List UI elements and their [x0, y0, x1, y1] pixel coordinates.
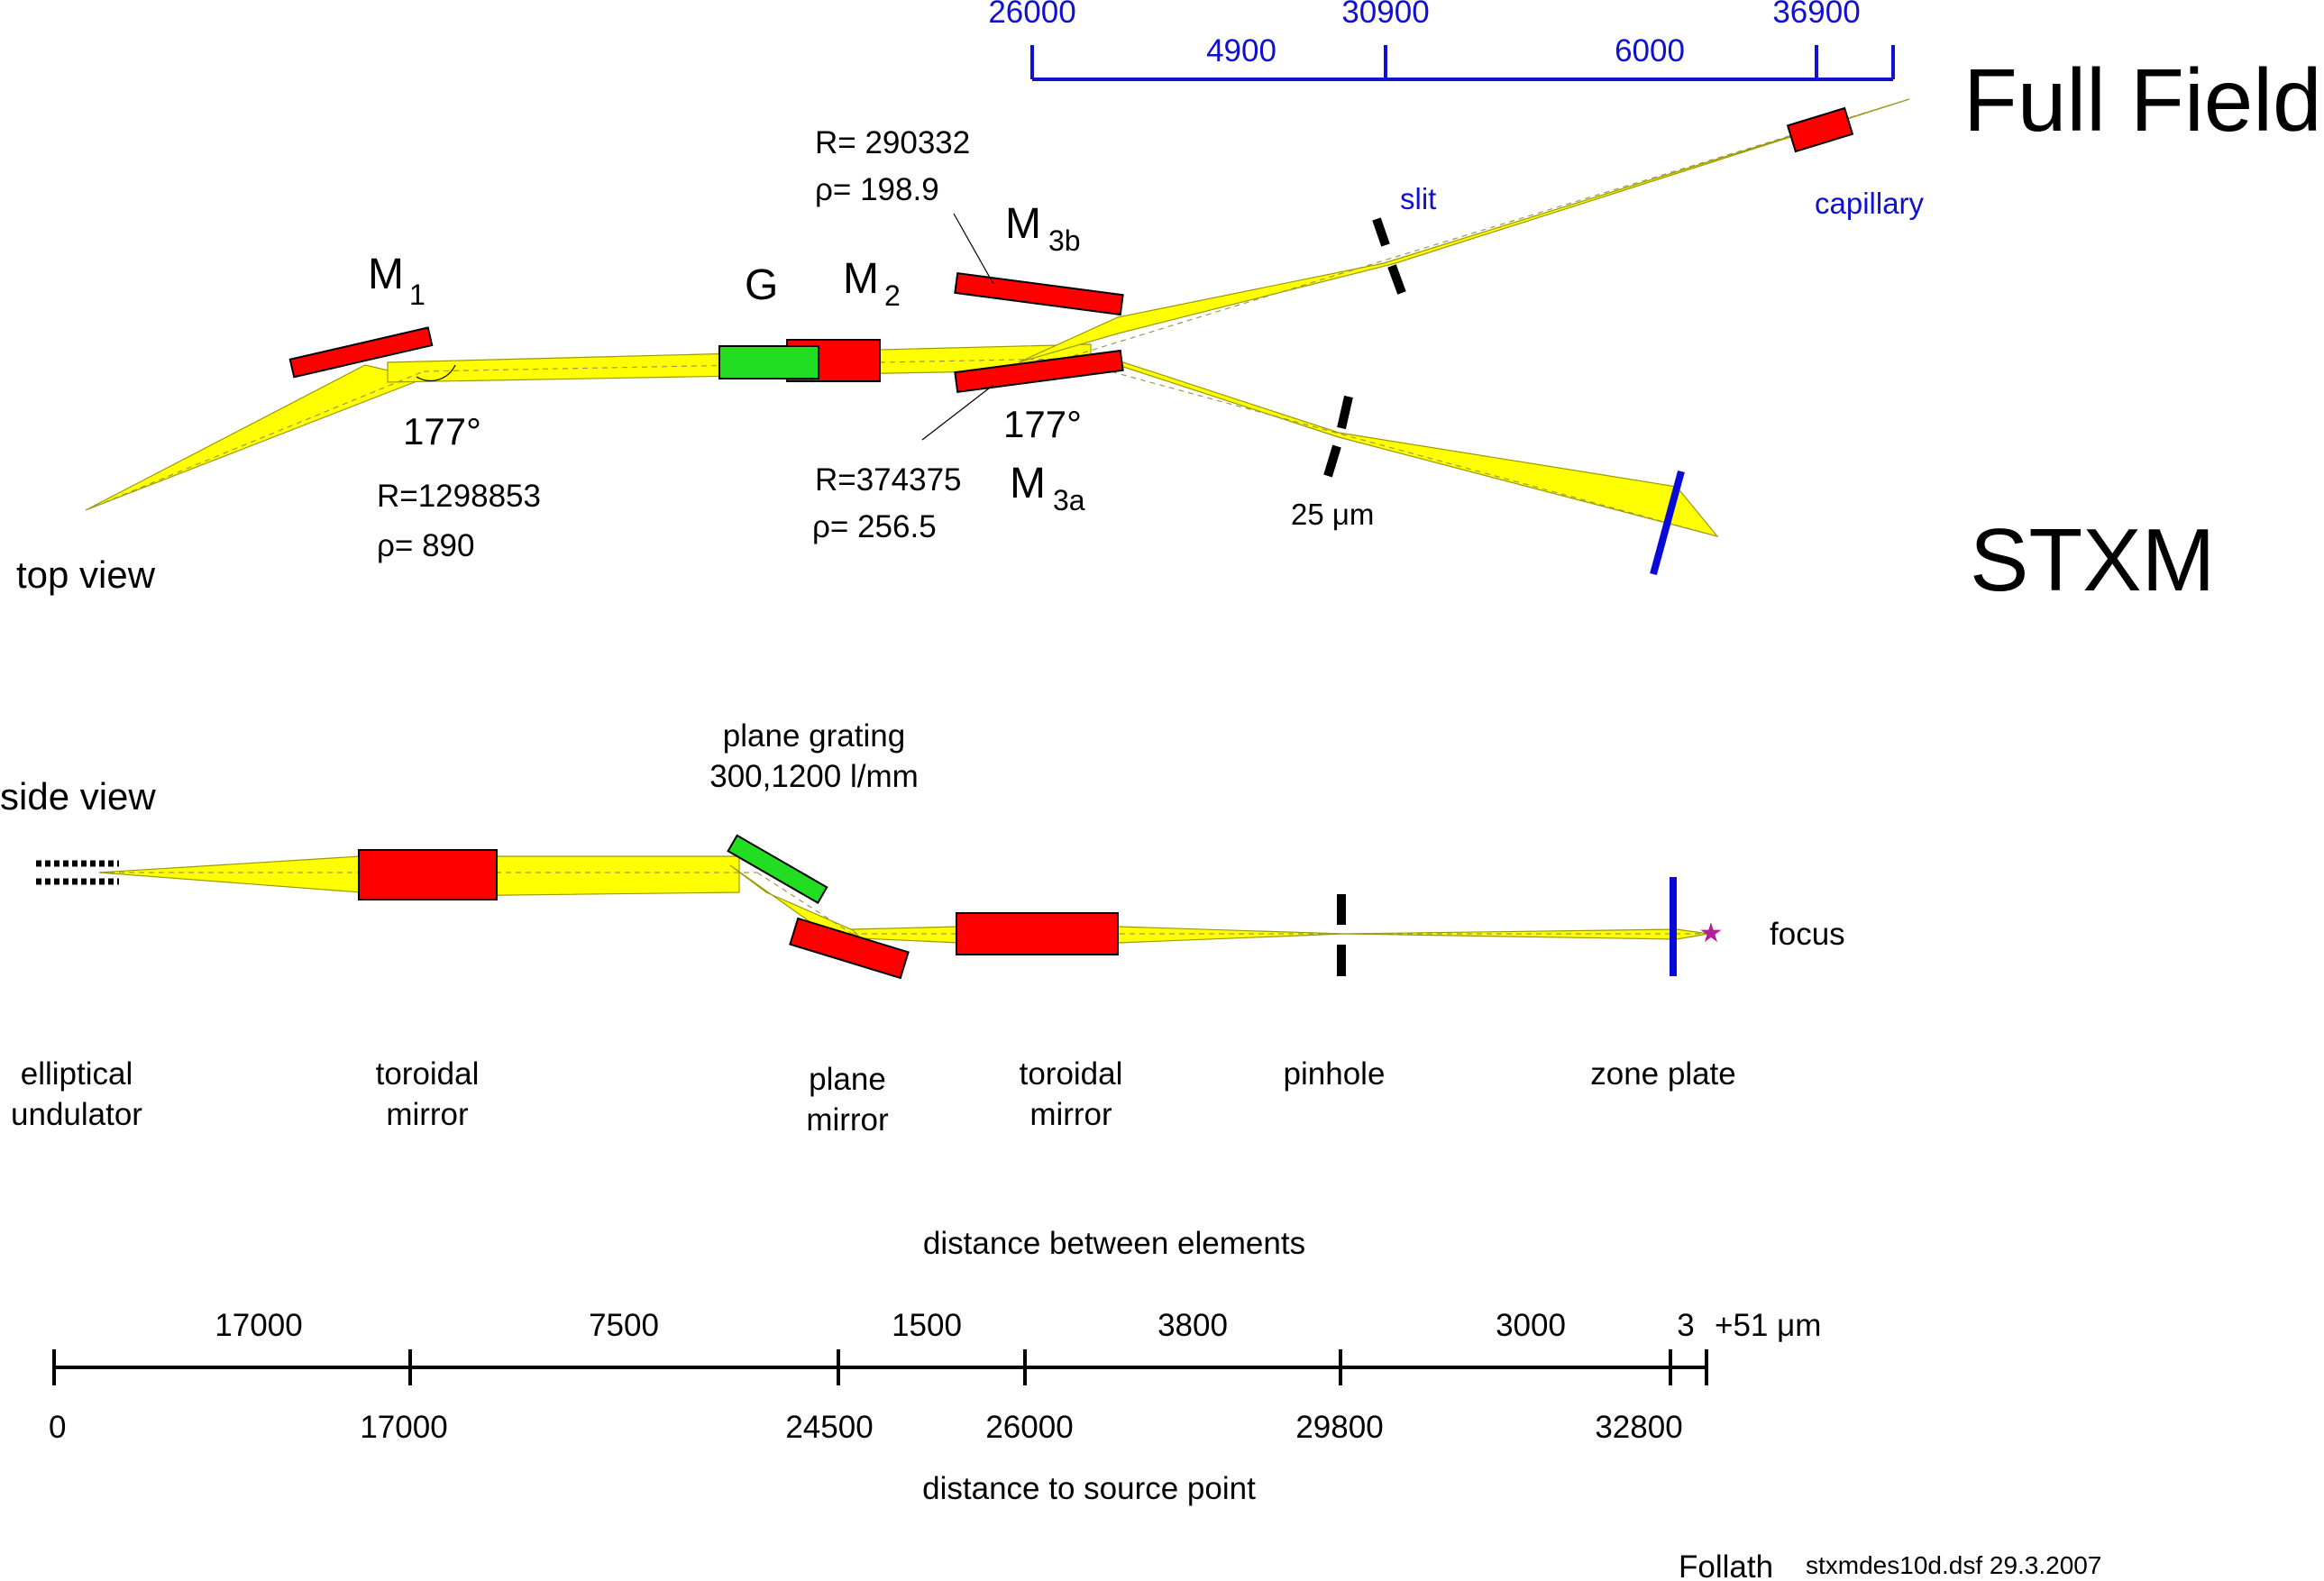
label-toroidal-mirror-2-1: toroidal: [1020, 1056, 1123, 1092]
zone-plate-top: [1650, 470, 1685, 576]
m1-radius: R=1298853: [377, 479, 541, 514]
side-view: side view ★ plane grating 300,1200 l/mm …: [0, 718, 1845, 1138]
distance-scale: distance between elements 17000 7500 150…: [49, 1226, 1821, 1506]
grating-g-top: [718, 345, 819, 379]
segment-3800: 3800: [1157, 1308, 1228, 1343]
slit-lower-bar: [1387, 264, 1406, 295]
full-field-title: Full Field: [1963, 50, 2322, 150]
label-plane-mirror-1: plane: [809, 1062, 886, 1097]
position-0: 0: [49, 1410, 66, 1445]
label-toroidal-mirror-1-2: mirror: [386, 1097, 469, 1132]
m3a-radius: R=374375: [815, 462, 962, 498]
label-toroidal-mirror-2-2: mirror: [1029, 1097, 1112, 1132]
segment-7500: 7500: [589, 1308, 659, 1343]
top-view-label: top view: [16, 553, 156, 596]
m3a-rho: ρ= 256.5: [812, 509, 937, 544]
grating-g-label: G: [745, 261, 778, 309]
label-elliptical-undulator-2: undulator: [11, 1097, 142, 1132]
full-field-scale: 26000 30900 36900 4900 6000: [988, 0, 1895, 81]
m3a-angle: 177°: [1003, 403, 1082, 445]
label-pinhole: pinhole: [1284, 1056, 1386, 1092]
position-32800: 32800: [1595, 1410, 1682, 1445]
m3b-radius: R= 290332: [815, 125, 970, 160]
m1-rho: ρ= 890: [377, 528, 474, 563]
mirror-m3a-top: [954, 349, 1124, 394]
stxm-title: STXM: [1970, 510, 2215, 609]
segment-1500: 1500: [892, 1308, 962, 1343]
pinhole-lower-bar: [1323, 444, 1341, 478]
position-29800: 29800: [1295, 1410, 1383, 1445]
side-plane-grating: [727, 834, 828, 905]
beam-stxm: [1036, 360, 1719, 538]
footer-author: Follath: [1679, 1549, 1773, 1581]
distance-between-title: distance between elements: [923, 1226, 1305, 1261]
m3b-rho: ρ= 198.9: [815, 172, 939, 207]
mirror-m3b-top: [954, 271, 1124, 316]
beam-full-field: [1018, 98, 1910, 363]
ff-position-30900: 30900: [1341, 0, 1429, 30]
side-plane-mirror: [789, 917, 910, 980]
segment-17000: 17000: [215, 1308, 302, 1343]
capillary-label: capillary: [1815, 187, 1925, 220]
grating-spec: 300,1200 l/mm: [709, 759, 919, 794]
ff-position-36900: 36900: [1772, 0, 1860, 30]
label-zone-plate: zone plate: [1590, 1056, 1736, 1092]
pinhole-upper-bar: [1337, 395, 1353, 430]
mirror-m1-top: [288, 326, 434, 379]
m3a-label: M 3a: [1010, 460, 1085, 516]
segment-3: 3: [1677, 1308, 1694, 1343]
beam-source-to-m1: [85, 364, 426, 511]
ff-segment-4900: 4900: [1206, 33, 1276, 69]
m1-angle: 177°: [403, 410, 481, 452]
grating-title: plane grating: [723, 718, 905, 754]
side-toroidal-mirror-2: [956, 912, 1119, 955]
side-view-label: side view: [0, 775, 156, 818]
position-24500: 24500: [785, 1410, 873, 1445]
capillary: [1786, 106, 1854, 153]
m3b-label: M 3b: [1005, 200, 1081, 257]
pinhole-size-label: 25 μm: [1291, 498, 1374, 531]
element-labels: elliptical undulator toroidal mirror pla…: [11, 1056, 1736, 1138]
ff-segment-6000: 6000: [1615, 33, 1685, 69]
position-26000: 26000: [985, 1410, 1073, 1445]
label-plane-mirror-2: mirror: [806, 1102, 889, 1138]
footer-file: stxmdes10d.dsf 29.3.2007: [1806, 1551, 2101, 1579]
ff-position-26000: 26000: [988, 0, 1075, 30]
segment-3000: 3000: [1496, 1308, 1566, 1343]
focus-star-icon: ★: [1699, 918, 1724, 948]
side-toroidal-mirror-1: [358, 849, 498, 900]
label-elliptical-undulator-1: elliptical: [21, 1056, 133, 1092]
slit-label: slit: [1400, 182, 1436, 215]
focus-label: focus: [1770, 917, 1845, 952]
label-toroidal-mirror-1-1: toroidal: [376, 1056, 480, 1092]
distance-source-title: distance to source point: [922, 1471, 1256, 1506]
side-beam-undulator-to-m1: [98, 855, 361, 893]
position-17000: 17000: [360, 1410, 447, 1445]
slit-upper-bar: [1372, 217, 1390, 247]
segment-51um: +51 μm: [1715, 1308, 1821, 1343]
